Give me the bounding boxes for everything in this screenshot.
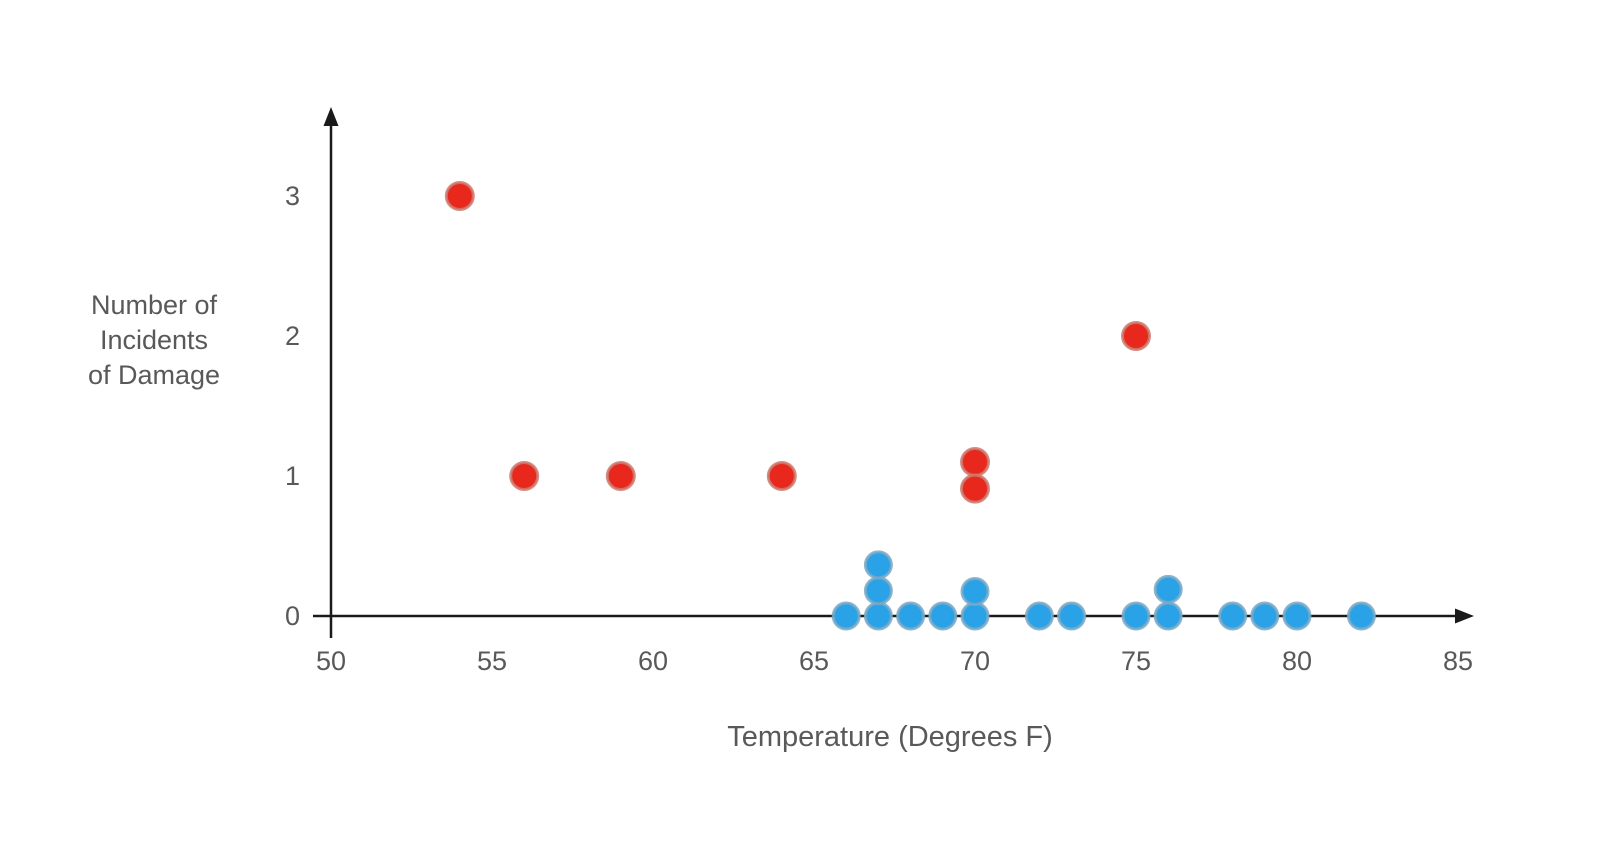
x-tick-label-50: 50 [315, 646, 347, 676]
y-axis-title-line: Number of [90, 290, 218, 320]
data-point-no-incidents [1121, 601, 1151, 631]
data-point-incidents-of-damage [509, 461, 540, 491]
data-point-no-incidents [1346, 601, 1376, 631]
data-point-no-incidents [1153, 574, 1183, 604]
data-point-no-incidents [896, 601, 926, 631]
y-tick-label-2: 2 [284, 321, 300, 351]
data-point-no-incidents [960, 601, 990, 631]
y-tick-label-0: 0 [284, 601, 300, 631]
x-tick-label-60: 60 [637, 646, 669, 676]
data-point-incidents-of-damage [766, 461, 797, 491]
data-point-no-incidents [1282, 601, 1312, 631]
data-point-no-incidents [863, 550, 893, 580]
data-point-incidents-of-damage [960, 447, 990, 477]
data-point-no-incidents [863, 576, 893, 606]
data-point-incidents-of-damage [444, 181, 475, 211]
x-axis-title: Temperature (Degrees F) [727, 721, 1053, 753]
data-point-no-incidents [863, 601, 893, 631]
y-axis-title-line: of Damage [87, 360, 221, 390]
data-point-no-incidents [1057, 601, 1087, 631]
y-tick-label-1: 1 [284, 461, 300, 491]
data-point-no-incidents [928, 601, 958, 631]
x-tick-label-80: 80 [1281, 646, 1313, 676]
x-tick-label-70: 70 [959, 646, 991, 676]
data-point-no-incidents [1024, 601, 1054, 631]
data-point-no-incidents [831, 601, 861, 631]
data-point-no-incidents [1218, 601, 1248, 631]
data-point-incidents-of-damage [960, 473, 990, 504]
y-axis-title: Number of Incidents of Damage [24, 288, 284, 393]
y-axis-title-line: Incidents [99, 325, 209, 355]
data-point-incidents-of-damage [605, 461, 636, 491]
data-point-no-incidents [960, 577, 990, 606]
data-point-incidents-of-damage [1121, 321, 1151, 351]
x-tick-label-65: 65 [798, 646, 830, 676]
data-point-no-incidents [1250, 601, 1280, 631]
y-axis-arrowhead [323, 107, 339, 126]
x-tick-label-85: 85 [1442, 646, 1474, 676]
x-tick-label-75: 75 [1120, 646, 1152, 676]
y-tick-label-3: 3 [284, 181, 300, 211]
x-axis-arrowhead [1455, 608, 1474, 624]
data-point-no-incidents [1153, 601, 1183, 631]
x-tick-label-55: 55 [476, 646, 508, 676]
